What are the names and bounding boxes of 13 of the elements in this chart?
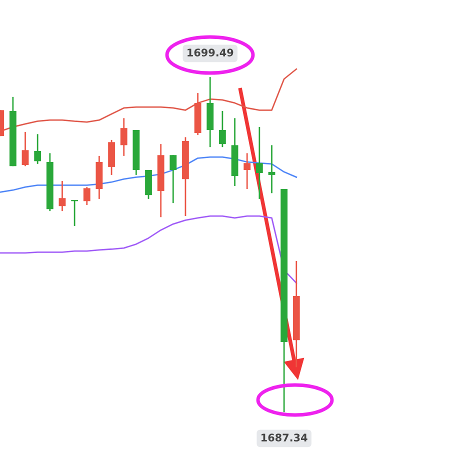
- candlestick: [268, 144, 276, 194]
- candlestick: [170, 154, 177, 204]
- candlestick: [22, 131, 29, 167]
- annotation: 1699.49: [188, 48, 234, 56]
- candlestick: [244, 152, 251, 190]
- candlestick: [71, 199, 78, 227]
- candlestick: [120, 117, 128, 157]
- candlestick: [219, 110, 226, 148]
- candlestick: [256, 126, 263, 200]
- annotation: 1687.34: [262, 434, 308, 442]
- candlestick: [34, 133, 42, 165]
- candlestick: [58, 180, 66, 212]
- candlestick: [83, 186, 90, 206]
